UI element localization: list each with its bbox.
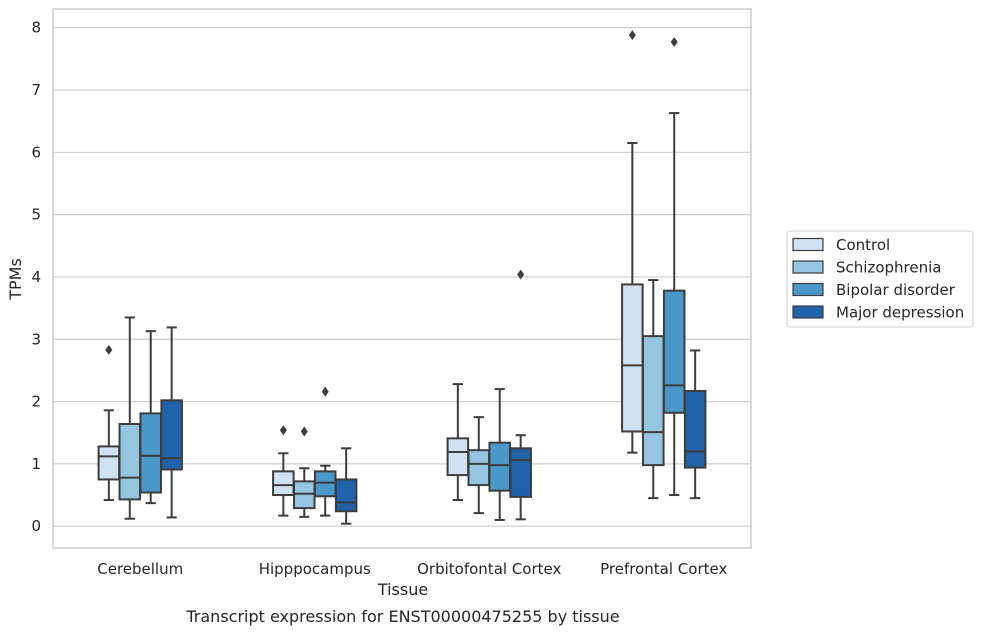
box-major-depression bbox=[683, 349, 707, 500]
box-body bbox=[272, 470, 295, 497]
box-body bbox=[642, 335, 665, 467]
y-tick-label: 8 bbox=[31, 19, 41, 37]
box-bipolar-disorder bbox=[488, 388, 511, 521]
x-tick-label: Hipppocampus bbox=[259, 560, 371, 578]
legend-swatch bbox=[792, 282, 824, 297]
outlier-marker bbox=[517, 269, 525, 280]
box-body bbox=[509, 447, 532, 498]
outlier-marker bbox=[321, 386, 329, 397]
box-bipolar-disorder bbox=[662, 37, 686, 497]
box-body bbox=[334, 478, 358, 513]
outlier-marker bbox=[279, 425, 287, 436]
box-schizophrenia bbox=[118, 316, 142, 520]
box-major-depression bbox=[509, 269, 532, 521]
box-schizophrenia bbox=[642, 279, 665, 500]
y-tick-label: 0 bbox=[31, 517, 41, 535]
box-control bbox=[97, 344, 121, 502]
legend-label: Bipolar disorder bbox=[836, 281, 956, 299]
box-schizophrenia bbox=[467, 416, 491, 515]
x-tick-label: Orbitofontal Cortex bbox=[417, 560, 561, 578]
y-tick-label: 7 bbox=[31, 81, 41, 99]
x-tick-label: Prefrontal Cortex bbox=[600, 560, 727, 578]
y-tick-label: 3 bbox=[31, 330, 41, 348]
legend-swatch bbox=[792, 305, 824, 319]
plot-area-frame bbox=[52, 8, 752, 549]
box-body bbox=[467, 449, 491, 487]
legend-label: Control bbox=[836, 236, 890, 254]
y-tick-label: 2 bbox=[31, 393, 41, 411]
box-major-depression bbox=[160, 326, 183, 519]
box-body bbox=[139, 412, 162, 494]
box-series bbox=[97, 30, 707, 525]
box-body bbox=[621, 283, 644, 433]
box-schizophrenia bbox=[293, 426, 316, 518]
box-body bbox=[662, 289, 686, 414]
box-body bbox=[313, 470, 337, 498]
legend-swatch bbox=[792, 237, 824, 252]
outlier-marker bbox=[670, 37, 678, 48]
x-axis-title: Tissue bbox=[377, 580, 428, 599]
figure-caption: Transcript expression for ENST0000047525… bbox=[185, 607, 619, 626]
legend-label: Schizophrenia bbox=[836, 259, 941, 277]
box-control bbox=[446, 383, 470, 502]
outlier-marker bbox=[628, 30, 636, 41]
box-body bbox=[118, 422, 142, 501]
legend-label: Major depression bbox=[836, 304, 964, 322]
y-axis-ticks: 0 1 2 3 4 5 6 7 8 bbox=[31, 19, 41, 535]
x-tick-label: Cerebellum bbox=[97, 560, 183, 578]
legend-swatch bbox=[792, 260, 824, 274]
box-control bbox=[272, 425, 295, 517]
legend-frame bbox=[786, 230, 974, 328]
y-tick-label: 6 bbox=[31, 143, 41, 161]
outlier-marker bbox=[300, 426, 308, 437]
box-body bbox=[683, 389, 707, 469]
box-body bbox=[97, 445, 121, 481]
box-body bbox=[488, 441, 511, 492]
y-tick-label: 1 bbox=[31, 455, 41, 473]
box-bipolar-disorder bbox=[313, 386, 337, 517]
box-major-depression bbox=[334, 447, 358, 525]
y-tick-label: 4 bbox=[31, 268, 41, 286]
legend: Control Schizophrenia Bipolar disorder Majo… bbox=[786, 230, 974, 328]
box-control bbox=[621, 30, 644, 454]
y-tick-label: 5 bbox=[31, 206, 41, 224]
box-bipolar-disorder bbox=[139, 330, 162, 505]
box-body bbox=[160, 399, 183, 471]
x-axis-ticks: Cerebellum Hipppocampus Orbitofontal Corte… bbox=[97, 560, 727, 578]
y-axis-title: TPMs bbox=[6, 258, 25, 301]
box-body bbox=[446, 437, 470, 477]
outlier-marker bbox=[105, 344, 113, 355]
